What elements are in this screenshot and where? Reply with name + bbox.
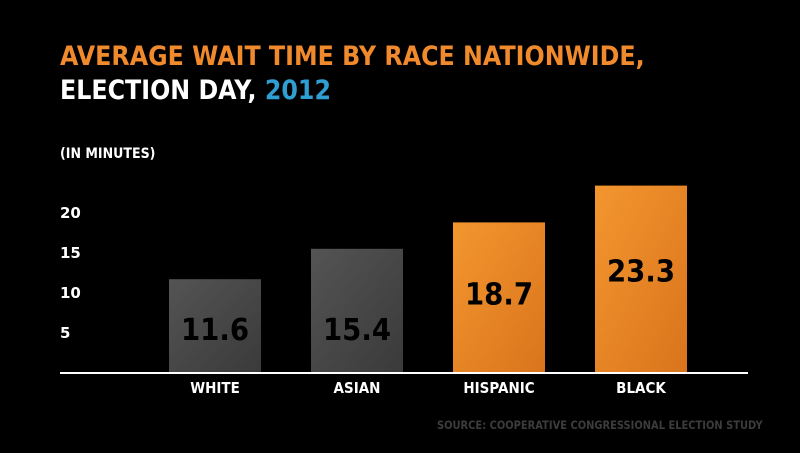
source-note: SOURCE: COOPERATIVE CONGRESSIONAL ELECTI…: [437, 418, 763, 432]
bar-asian: [311, 248, 403, 372]
title-line-1: AVERAGE WAIT TIME BY RACE NATIONWIDE,: [60, 41, 645, 72]
data-label: 18.7: [465, 276, 533, 311]
data-label: 11.6: [181, 312, 249, 347]
data-label: 23.3: [607, 253, 675, 288]
y-tick-label: 15: [60, 244, 81, 262]
data-label: 15.4: [323, 312, 391, 347]
bar-hispanic: [453, 222, 545, 372]
x-tick-label: ASIAN: [334, 380, 381, 397]
bar-white: [169, 279, 261, 372]
bar-black: [595, 185, 687, 372]
x-tick-label: WHITE: [190, 380, 240, 397]
x-tick-label: HISPANIC: [463, 380, 534, 397]
title-line-2-text: ELECTION DAY,: [60, 75, 265, 106]
title-line-2: ELECTION DAY, 2012: [60, 74, 645, 108]
title-year: 2012: [264, 75, 331, 106]
y-tick-label: 5: [60, 324, 70, 342]
y-tick-label: 20: [60, 204, 81, 222]
y-axis-unit-label: (IN MINUTES): [60, 146, 156, 162]
y-tick-label: 10: [60, 284, 81, 302]
x-tick-label: BLACK: [616, 380, 667, 397]
chart-title: AVERAGE WAIT TIME BY RACE NATIONWIDE, EL…: [60, 40, 645, 108]
